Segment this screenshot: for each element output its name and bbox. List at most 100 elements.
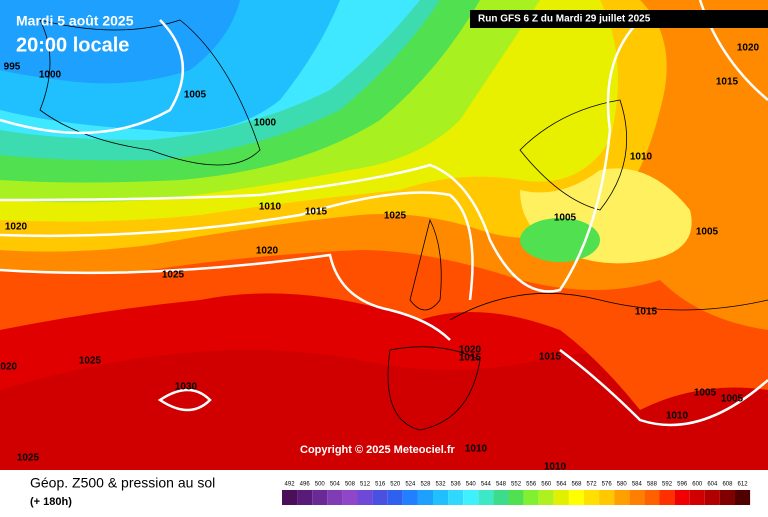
legend-label: 576: [602, 482, 613, 488]
legend-label: 492: [285, 482, 296, 488]
isobar-label: 1005: [694, 388, 717, 399]
legend-label: 528: [420, 482, 431, 488]
legend-label: 584: [632, 482, 643, 488]
isobar-label: 1000: [39, 70, 62, 81]
legend-swatch: [417, 490, 433, 505]
legend-label: 536: [451, 482, 462, 488]
legend-swatch: [327, 490, 343, 505]
valid-date: Mardi 5 août 2025: [16, 13, 134, 29]
isobar-label: 1005: [554, 213, 577, 224]
isobar-label: 1020: [5, 222, 28, 233]
legend-label: 552: [511, 482, 522, 488]
isobar-label: 995: [4, 62, 21, 73]
legend-swatch: [508, 490, 524, 505]
isobar: [0, 253, 451, 341]
legend-label: 496: [300, 482, 311, 488]
legend-label: 580: [617, 482, 628, 488]
legend-label: 508: [345, 482, 356, 488]
legend-label: 568: [571, 482, 582, 488]
legend-swatch: [599, 490, 615, 505]
coast-europe: [449, 292, 768, 321]
legend-label: 512: [360, 482, 371, 488]
legend-swatch: [387, 490, 403, 505]
legend-label: 524: [405, 482, 416, 488]
field-green-low: [520, 218, 600, 262]
legend-swatch: [523, 490, 539, 505]
legend-swatch: [629, 490, 645, 505]
legend-swatch: [372, 490, 388, 505]
run-banner: [470, 10, 768, 28]
isobar-label: 1005: [721, 394, 744, 405]
legend-swatch: [674, 490, 690, 505]
legend-label: 548: [496, 482, 507, 488]
coast-britain: [409, 218, 442, 311]
legend-label: 504: [330, 482, 341, 488]
isobar-label: 1015: [459, 353, 482, 364]
copyright: Copyright © 2025 Meteociel.fr: [300, 444, 456, 456]
isobar-label: 1015: [635, 307, 658, 318]
legend-swatch: [689, 490, 705, 505]
legend-swatch: [342, 490, 358, 505]
isobar-label: 1015: [716, 77, 739, 88]
legend-label: 540: [466, 482, 477, 488]
legend-swatch: [584, 490, 600, 505]
legend-swatch: [568, 490, 584, 505]
legend-label: 544: [481, 482, 492, 488]
legend-label: 612: [738, 482, 749, 488]
legend-label: 532: [436, 482, 447, 488]
isobar-label: 1025: [384, 211, 407, 222]
legend-swatch: [433, 490, 449, 505]
coast-scandinavia: [519, 99, 628, 211]
isobar-label: 1025: [162, 270, 185, 281]
legend-swatch: [478, 490, 494, 505]
isobar-label: 1015: [539, 352, 562, 363]
isobar-label: 1010: [630, 152, 653, 163]
legend-label: 560: [541, 482, 552, 488]
isobar-label: 1000: [254, 118, 277, 129]
legend-swatch: [719, 490, 735, 505]
valid-time: 20:00 locale: [16, 34, 129, 56]
legend-swatch: [357, 490, 373, 505]
isobar-label: 1030: [175, 382, 198, 393]
legend-swatch: [312, 490, 328, 505]
isobar: [0, 19, 641, 293]
isobar-label: 1020: [256, 246, 279, 257]
isobar: [157, 388, 212, 412]
legend-label: 572: [587, 482, 598, 488]
legend-label: 564: [556, 482, 567, 488]
legend-swatch: [644, 490, 660, 505]
legend-label: 556: [526, 482, 537, 488]
isobar-label: 1010: [666, 411, 689, 422]
legend-label: 592: [662, 482, 673, 488]
isobar-label: 1005: [696, 227, 719, 238]
legend-swatch: [402, 490, 418, 505]
run-info: Run GFS 6 Z du Mardi 29 juillet 2025: [478, 14, 651, 25]
isobar: [0, 191, 474, 301]
legend-label: 600: [692, 482, 703, 488]
legend-swatch: [463, 490, 479, 505]
isobar-label: 1020: [737, 43, 760, 54]
legend-label: 608: [722, 482, 733, 488]
legend-swatch: [493, 490, 509, 505]
legend-label: 520: [390, 482, 401, 488]
isobar-label: 1025: [79, 356, 102, 367]
isobar-label: 1025: [17, 453, 40, 464]
footer-lead: (+ 180h): [30, 496, 72, 508]
legend-label: 500: [315, 482, 326, 488]
isobar-label: 1020: [459, 345, 482, 356]
legend-swatch: [553, 490, 569, 505]
legend-swatch: [735, 490, 751, 505]
legend-swatch: [659, 490, 675, 505]
isobar-label: 1010: [544, 462, 567, 473]
legend-label: 516: [375, 482, 386, 488]
isobar-label: 1020: [0, 362, 18, 373]
isobar: [0, 19, 185, 135]
field-blue: [0, 0, 240, 84]
isobar: [559, 349, 768, 427]
legend-label: 588: [647, 482, 658, 488]
legend-label: 604: [707, 482, 718, 488]
isobar-label: 1015: [305, 207, 328, 218]
isobar-label: 1010: [259, 202, 282, 213]
legend-swatch: [297, 490, 313, 505]
